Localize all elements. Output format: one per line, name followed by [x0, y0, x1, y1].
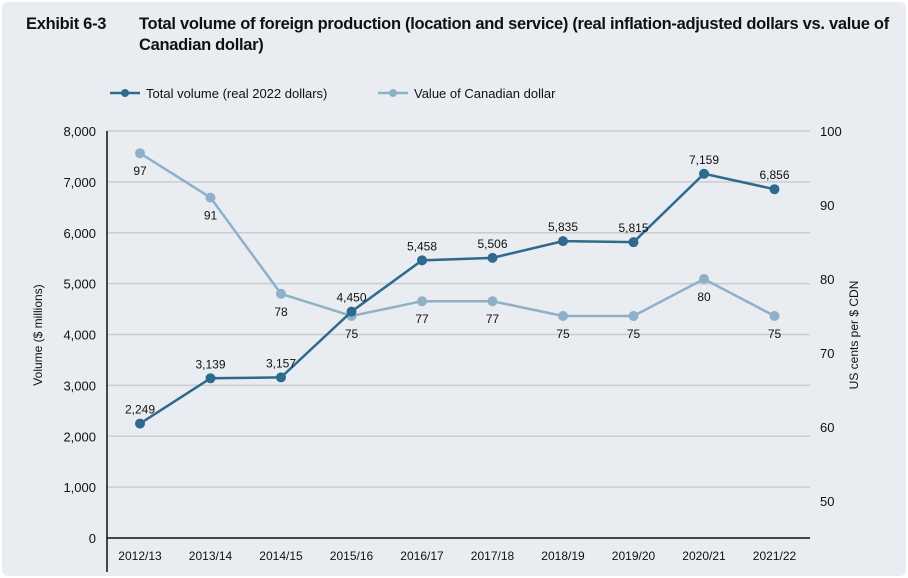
data-label: 75 — [627, 327, 641, 341]
y-tick-label: 6,000 — [63, 226, 96, 241]
title-text: Total volume of foreign production (loca… — [139, 15, 889, 54]
y-tick-label: 1,000 — [63, 480, 96, 495]
exhibit-label: Exhibit 6-3 — [26, 15, 107, 33]
data-point — [417, 255, 427, 266]
data-point — [699, 274, 709, 284]
data-label: 97 — [133, 164, 147, 178]
data-label: 3,157 — [266, 356, 296, 370]
x-tick-label: 2012/13 — [118, 549, 162, 563]
y-right-tick-label: 80 — [820, 272, 834, 287]
data-label: 4,450 — [336, 291, 366, 305]
y-right-tick-label: 70 — [820, 346, 834, 361]
data-point — [487, 296, 498, 307]
y-right-axis-label: US cents per $ CDN — [847, 281, 861, 390]
data-point — [205, 373, 216, 384]
y-tick-label: 5,000 — [63, 277, 96, 292]
x-tick-label: 2018/19 — [541, 549, 585, 563]
data-point — [417, 296, 427, 307]
y-tick-label: 7,000 — [63, 175, 96, 190]
data-label: 5,506 — [477, 237, 507, 251]
data-point — [205, 192, 216, 203]
y-right-tick-label: 90 — [820, 198, 834, 213]
data-label: 77 — [415, 312, 429, 326]
data-label: 75 — [556, 327, 570, 341]
y-tick-label: 2,000 — [63, 429, 96, 444]
data-label: 78 — [274, 305, 288, 319]
series-line — [139, 152, 776, 318]
y-axis-label: Volume ($ millions) — [31, 284, 45, 385]
legend-swatch-marker — [389, 89, 397, 97]
data-point — [769, 184, 780, 195]
data-point — [558, 236, 568, 247]
x-tick-label: 2019/20 — [612, 549, 656, 563]
x-tick-label: 2016/17 — [400, 549, 444, 563]
y-right-tick-label: 50 — [820, 494, 834, 509]
data-label: 5,835 — [548, 220, 578, 234]
x-tick-label: 2013/14 — [189, 549, 233, 563]
y-tick-label: 8,000 — [63, 124, 96, 139]
data-point — [276, 288, 286, 299]
x-tick-label: 2021/22 — [753, 549, 797, 563]
data-label: 5,815 — [618, 221, 648, 235]
y-tick-label: 0 — [89, 531, 96, 546]
data-point — [699, 168, 709, 179]
x-tick-label: 2015/16 — [330, 549, 374, 563]
data-point — [346, 306, 357, 317]
y-tick-label: 4,000 — [63, 328, 96, 343]
y-tick-label: 3,000 — [63, 378, 96, 393]
data-point — [558, 311, 568, 321]
data-label: 91 — [204, 209, 218, 223]
y-right-tick-label: 60 — [820, 420, 834, 435]
data-label: 77 — [486, 312, 500, 326]
x-tick-label: 2020/21 — [682, 549, 726, 563]
data-label: 75 — [768, 327, 782, 341]
data-point — [276, 372, 286, 383]
data-label: 7,159 — [689, 153, 719, 167]
data-point — [628, 237, 639, 248]
data-label: 3,139 — [195, 357, 225, 371]
x-tick-label: 2014/15 — [259, 549, 303, 563]
series-line — [139, 172, 775, 425]
data-label: 6,856 — [759, 168, 789, 182]
y-right-tick-label: 100 — [820, 124, 842, 139]
legend-swatch-marker — [121, 89, 129, 97]
data-label: 5,458 — [407, 239, 437, 253]
data-label: 2,249 — [125, 403, 155, 417]
data-point — [628, 311, 639, 321]
legend-label: Value of Canadian dollar — [414, 86, 556, 101]
data-point — [135, 418, 145, 429]
data-label: 80 — [697, 290, 711, 304]
legend-label: Total volume (real 2022 dollars) — [146, 86, 327, 101]
data-point — [487, 252, 498, 263]
data-label: 75 — [345, 327, 359, 341]
x-tick-label: 2017/18 — [471, 549, 515, 563]
data-point — [135, 148, 145, 159]
data-point — [769, 311, 780, 321]
